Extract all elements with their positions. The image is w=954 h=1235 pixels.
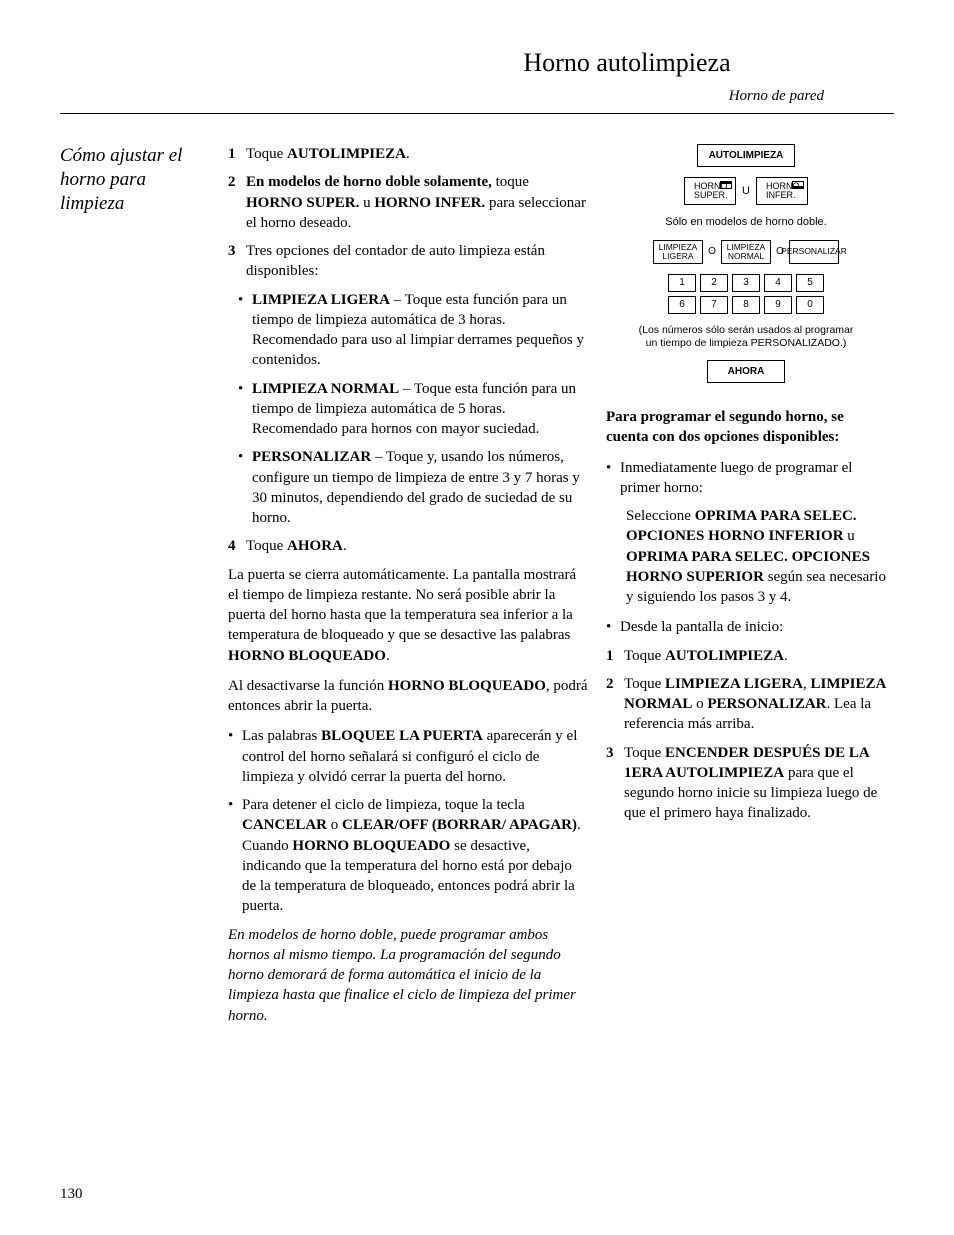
left-column: Cómo ajustar el horno para limpieza <box>60 144 210 1036</box>
page-header: Horno autolimpieza Horno de pared <box>60 48 894 114</box>
bullet-mark: • <box>228 795 242 917</box>
key-7: 7 <box>700 296 728 314</box>
panel-oven-row: HORNO SUPER. U HORNO INFER. <box>684 177 808 205</box>
bullet-body: PERSONALIZAR – Toque y, usando los númer… <box>252 447 588 528</box>
key-2: 2 <box>700 274 728 292</box>
section-heading: Cómo ajustar el horno para limpieza <box>60 144 210 215</box>
keypad-row: 6 7 8 9 0 <box>668 296 824 314</box>
u-separator: U <box>742 184 750 199</box>
italic-note: En modelos de horno doble, puede program… <box>228 925 588 1026</box>
step-3: 3 Tres opciones del contador de auto lim… <box>228 241 588 282</box>
step-4: 4 Toque AHORA. <box>228 536 588 556</box>
step-2: 2 En modelos de horno doble solamente, t… <box>228 172 588 233</box>
step-body: Toque AUTOLIMPIEZA. <box>624 646 886 666</box>
bullet-personalizar: • PERSONALIZAR – Toque y, usando los núm… <box>228 447 588 528</box>
bullet-mark: • <box>238 379 252 440</box>
bullet-home: • Desde la pantalla de inicio: <box>606 617 886 637</box>
oven-upper-icon <box>720 181 732 189</box>
paragraph: La puerta se cierra automáticamente. La … <box>228 565 588 666</box>
indent-block: Seleccione OPRIMA PARA SELEC. OPCIONES H… <box>606 506 886 607</box>
step-number: 3 <box>228 241 246 282</box>
key-6: 6 <box>668 296 696 314</box>
bullet-mark: • <box>238 290 252 371</box>
right-step-2: 2 Toque LIMPIEZA LIGERA, LIMPIEZA NORMAL… <box>606 674 886 735</box>
step-1: 1 Toque AUTOLIMPIEZA. <box>228 144 588 164</box>
bullet-immediate: • Inmediatamente luego de programar el p… <box>606 458 886 499</box>
right-heading: Para programar el segundo horno, se cuen… <box>606 407 886 448</box>
page-number: 130 <box>60 1186 83 1203</box>
oven-lower-icon <box>792 181 804 189</box>
panel-personalizar-button: PERSONALIZAR <box>789 240 839 264</box>
step-body: En modelos de horno doble solamente, toq… <box>246 172 588 233</box>
right-step-1: 1 Toque AUTOLIMPIEZA. <box>606 646 886 666</box>
step-body: Toque AUTOLIMPIEZA. <box>246 144 588 164</box>
key-3: 3 <box>732 274 760 292</box>
step-body: Tres opciones del contador de auto limpi… <box>246 241 588 282</box>
panel-keypad: 1 2 3 4 5 6 7 8 9 0 <box>668 274 824 314</box>
step-number: 2 <box>606 674 624 735</box>
right-column: AUTOLIMPIEZA HORNO SUPER. U HORNO INFER.… <box>606 144 886 1036</box>
step-number: 4 <box>228 536 246 556</box>
step-body: Toque LIMPIEZA LIGERA, LIMPIEZA NORMAL o… <box>624 674 886 735</box>
bullet-cancelar: • Para detener el ciclo de limpieza, toq… <box>228 795 588 917</box>
panel-horno-infer-button: HORNO INFER. <box>756 177 808 205</box>
o-separator: O <box>707 245 717 259</box>
bullet-body: LIMPIEZA NORMAL – Toque esta función par… <box>252 379 588 440</box>
panel-caption-double: Sólo en modelos de horno doble. <box>665 215 826 230</box>
bullet-mark: • <box>606 458 620 499</box>
control-panel-diagram: AUTOLIMPIEZA HORNO SUPER. U HORNO INFER.… <box>606 144 886 383</box>
bullet-normal: • LIMPIEZA NORMAL – Toque esta función p… <box>228 379 588 440</box>
page-subtitle: Horno de pared <box>60 88 894 105</box>
bullet-body: Inmediatamente luego de programar el pri… <box>620 458 886 499</box>
bullet-mark: • <box>238 447 252 528</box>
bullet-body: Para detener el ciclo de limpieza, toque… <box>242 795 588 917</box>
key-9: 9 <box>764 296 792 314</box>
bullet-bloquee: • Las palabras BLOQUEE LA PUERTA aparece… <box>228 726 588 787</box>
step-body: Toque ENCENDER DESPUÉS DE LA 1ERA AUTOLI… <box>624 743 886 824</box>
key-5: 5 <box>796 274 824 292</box>
mid-column: 1 Toque AUTOLIMPIEZA. 2 En modelos de ho… <box>228 144 588 1036</box>
bullet-mark: • <box>228 726 242 787</box>
key-4: 4 <box>764 274 792 292</box>
step-number: 2 <box>228 172 246 233</box>
key-1: 1 <box>668 274 696 292</box>
key-0: 0 <box>796 296 824 314</box>
panel-clean-row: LIMPIEZA LIGERA O LIMPIEZA NORMAL O PERS… <box>653 240 839 264</box>
keypad-caption: (Los números sólo serán usados al progra… <box>636 324 856 350</box>
panel-limpieza-normal-button: LIMPIEZA NORMAL <box>721 240 771 264</box>
step-number: 1 <box>606 646 624 666</box>
panel-autolimpieza-button: AUTOLIMPIEZA <box>697 144 795 167</box>
panel-horno-super-button: HORNO SUPER. <box>684 177 736 205</box>
page-title: Horno autolimpieza <box>60 48 894 78</box>
step-number: 3 <box>606 743 624 824</box>
bullet-ligera: • LIMPIEZA LIGERA – Toque esta función p… <box>228 290 588 371</box>
panel-limpieza-ligera-button: LIMPIEZA LIGERA <box>653 240 703 264</box>
key-8: 8 <box>732 296 760 314</box>
content-area: Cómo ajustar el horno para limpieza 1 To… <box>60 144 894 1036</box>
keypad-row: 1 2 3 4 5 <box>668 274 824 292</box>
bullet-body: Desde la pantalla de inicio: <box>620 617 886 637</box>
step-number: 1 <box>228 144 246 164</box>
bullet-mark: • <box>606 617 620 637</box>
bullet-body: Las palabras BLOQUEE LA PUERTA aparecerá… <box>242 726 588 787</box>
step-body: Toque AHORA. <box>246 536 588 556</box>
panel-ahora-button: AHORA <box>707 360 785 383</box>
right-step-3: 3 Toque ENCENDER DESPUÉS DE LA 1ERA AUTO… <box>606 743 886 824</box>
header-divider <box>60 113 894 114</box>
paragraph: Al desactivarse la función HORNO BLOQUEA… <box>228 676 588 717</box>
bullet-body: LIMPIEZA LIGERA – Toque esta función par… <box>252 290 588 371</box>
